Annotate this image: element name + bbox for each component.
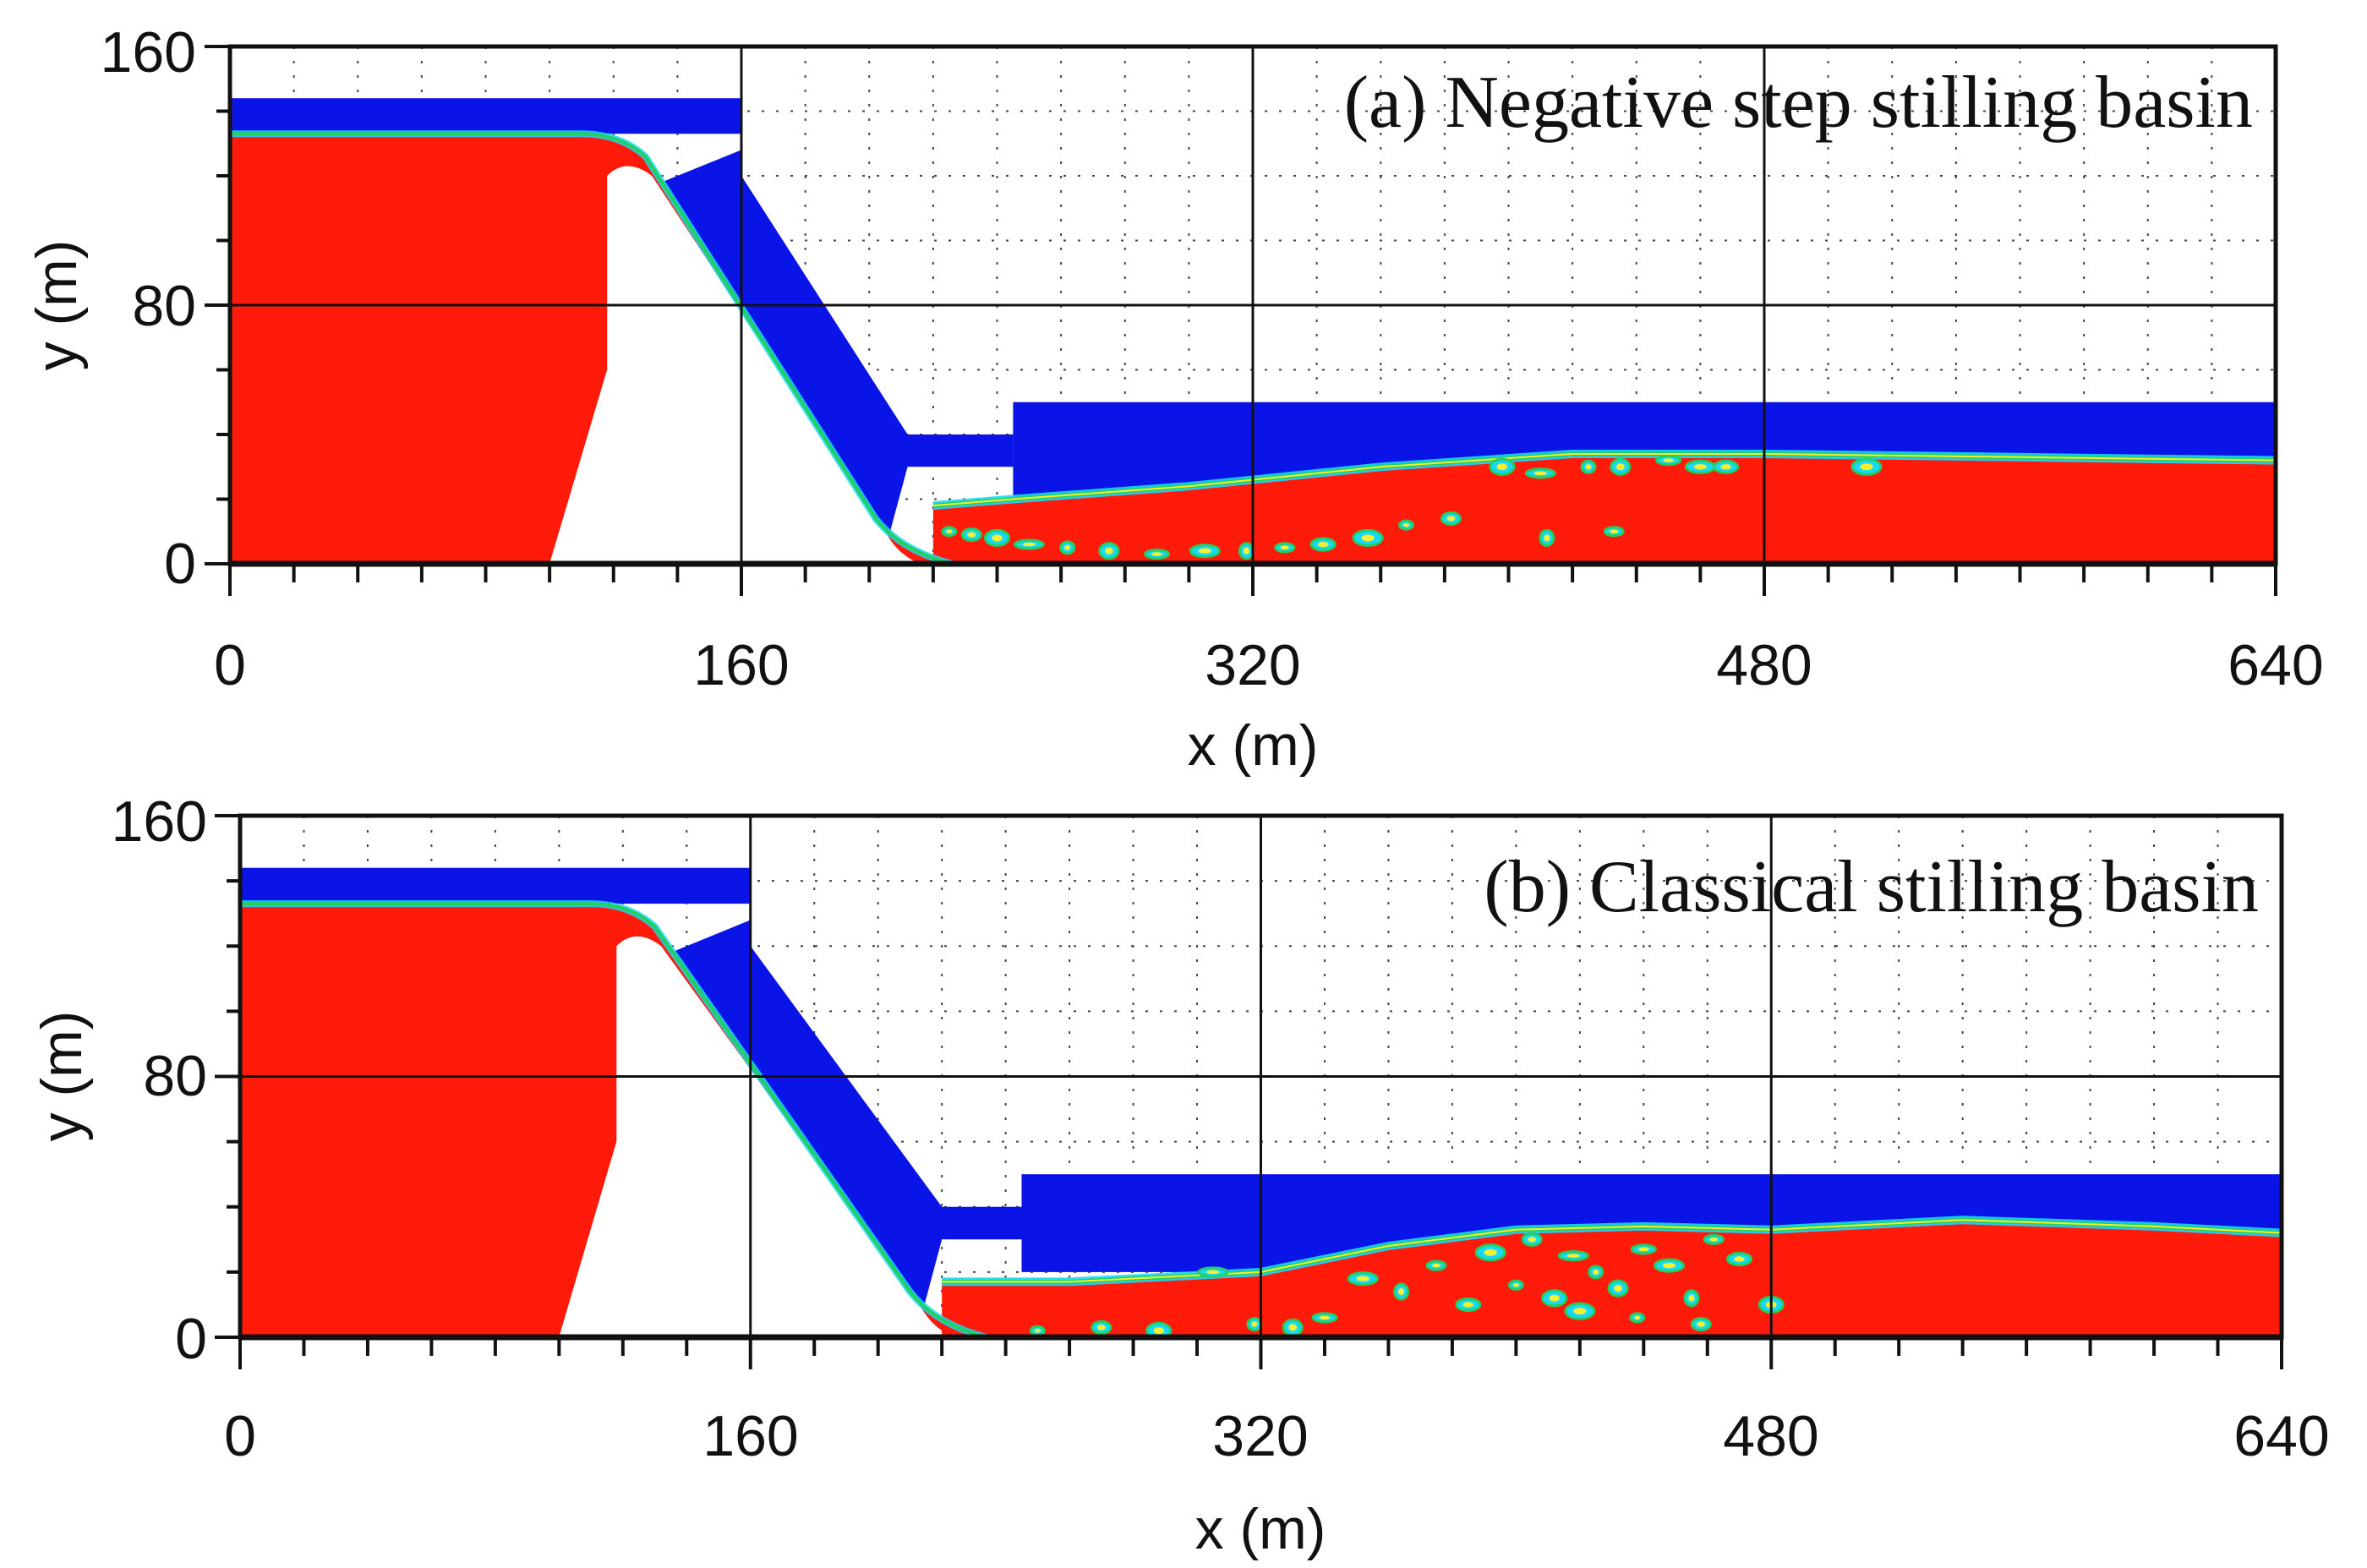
air-bubble-core	[1634, 1315, 1641, 1320]
air-layer-chute	[661, 98, 1014, 538]
x-tick-labels-a: 0 160 320 480 640	[214, 633, 2324, 697]
dam-body	[559, 936, 955, 1337]
air-bubble-core	[1610, 529, 1619, 533]
air-bubble-core	[1022, 542, 1036, 547]
major-gridlines-a	[230, 46, 2276, 564]
air-bubble-core	[1688, 1294, 1695, 1302]
air-bubble-core	[1356, 1276, 1369, 1281]
jet-surface-inner	[230, 132, 954, 565]
air-bubble-core	[1317, 541, 1329, 548]
air-bubble-core	[1528, 1237, 1537, 1243]
y-axis-title-a: y (m)	[25, 240, 89, 371]
air-bubble-core	[1662, 1263, 1676, 1269]
air-bubble-core	[1734, 1256, 1745, 1262]
air-bubble-core	[1593, 1269, 1599, 1276]
y-tick-label: 160	[112, 789, 207, 854]
air-bubble-core	[967, 532, 976, 538]
x-tick-label: 480	[1716, 633, 1812, 697]
air-bubble-core	[1496, 463, 1508, 471]
air-bubble-core	[1104, 547, 1113, 555]
air-layer-chute	[670, 867, 1022, 1312]
air-bubble-core	[946, 529, 953, 533]
x-tick-label: 160	[702, 1404, 798, 1468]
air-bubble-core	[1034, 1329, 1041, 1333]
air-bubble-core	[1153, 1327, 1165, 1335]
air-bubble-core	[1446, 516, 1456, 522]
air-bubble-core	[1243, 547, 1250, 555]
y-tick-label: 0	[175, 1307, 207, 1371]
air-bubble-core	[1096, 1325, 1106, 1330]
panel-title-a: (a) Negative step stilling basin	[1344, 62, 2253, 144]
air-bubble-core	[1614, 1285, 1623, 1292]
y-tick-label: 0	[164, 532, 196, 596]
y-tick-label: 80	[132, 274, 196, 338]
dam-body	[549, 166, 921, 565]
x-tick-label: 0	[224, 1404, 256, 1468]
air-bubble-core	[1151, 552, 1162, 556]
air-bubble-core	[1860, 463, 1873, 471]
x-tick-label: 0	[214, 633, 246, 697]
air-bubble-core	[1566, 1254, 1580, 1258]
air-bubble-core	[1615, 463, 1625, 471]
air-bubble-core	[1709, 1237, 1719, 1242]
jet-surface-inner	[240, 902, 987, 1339]
air-bubble-core	[1549, 1294, 1560, 1302]
y-tick-label: 160	[101, 20, 196, 85]
water-basin	[942, 1220, 2282, 1337]
panel-title-b: (b) Classical stilling basin	[1484, 846, 2259, 928]
panel-b: 0 160 320 480 640 0 80 160 x (m) y (m) (…	[30, 789, 2330, 1561]
x-tick-label: 160	[693, 633, 789, 697]
air-bubble-core	[1693, 464, 1708, 470]
air-layer-upstream	[240, 867, 751, 904]
major-gridlines-b	[240, 816, 2282, 1337]
air-bubble-core	[1361, 534, 1375, 542]
y-tick-labels-a: 0 80 160	[101, 20, 196, 596]
air-bubble-core	[1397, 1287, 1405, 1296]
air-bubble-core	[1585, 464, 1592, 470]
x-tick-labels-b: 0 160 320 480 640	[224, 1404, 2330, 1468]
air-bubble-core	[1512, 1283, 1519, 1287]
air-bubble-core	[1064, 544, 1071, 551]
ticks-b	[215, 814, 2283, 1369]
panel-a: 0 160 320 480 640 0 80 160 x (m) y (m) (…	[25, 20, 2324, 778]
y-axis-title-b: y (m)	[30, 1011, 94, 1142]
air-bubble-core	[1432, 1263, 1440, 1268]
air-bubble-core	[1544, 534, 1550, 542]
x-tick-label: 480	[1723, 1404, 1818, 1468]
flow-field-a	[230, 98, 2277, 567]
air-bubble-core	[1251, 1321, 1258, 1327]
air-bubble-core	[1288, 1324, 1298, 1331]
free-surface-core	[942, 1219, 2282, 1283]
ticks-a	[205, 45, 2277, 596]
x-axis-title-b: x (m)	[1195, 1497, 1326, 1561]
air-bubble-core	[1573, 1308, 1587, 1315]
air-bubble-core	[1402, 522, 1410, 527]
air-bubble-core	[1484, 1248, 1497, 1256]
air-bubble-core	[1280, 545, 1289, 550]
air-bubble-core	[1663, 458, 1674, 462]
x-tick-label: 320	[1205, 633, 1300, 697]
x-axis-title-a: x (m)	[1188, 713, 1319, 778]
x-tick-label: 640	[2228, 633, 2323, 697]
air-bubble-core	[1533, 471, 1547, 476]
x-tick-label: 640	[2233, 1404, 2329, 1468]
air-bubble-core	[992, 534, 1003, 542]
x-tick-label: 320	[1212, 1404, 1308, 1468]
y-tick-labels-b: 0 80 160	[112, 789, 207, 1371]
air-bubble-core	[1319, 1315, 1331, 1320]
flow-field-b	[240, 867, 2282, 1341]
free-surface-core	[932, 453, 2277, 507]
air-bubble-core	[1720, 464, 1731, 470]
y-tick-label: 80	[143, 1044, 207, 1108]
air-bubble-core	[1198, 548, 1211, 554]
air-bubble-core	[1206, 1270, 1220, 1275]
air-bubble-core	[1638, 1247, 1649, 1252]
air-layer-upstream	[230, 98, 741, 134]
air-bubble-core	[1697, 1321, 1706, 1327]
air-bubble-core	[1462, 1302, 1474, 1308]
